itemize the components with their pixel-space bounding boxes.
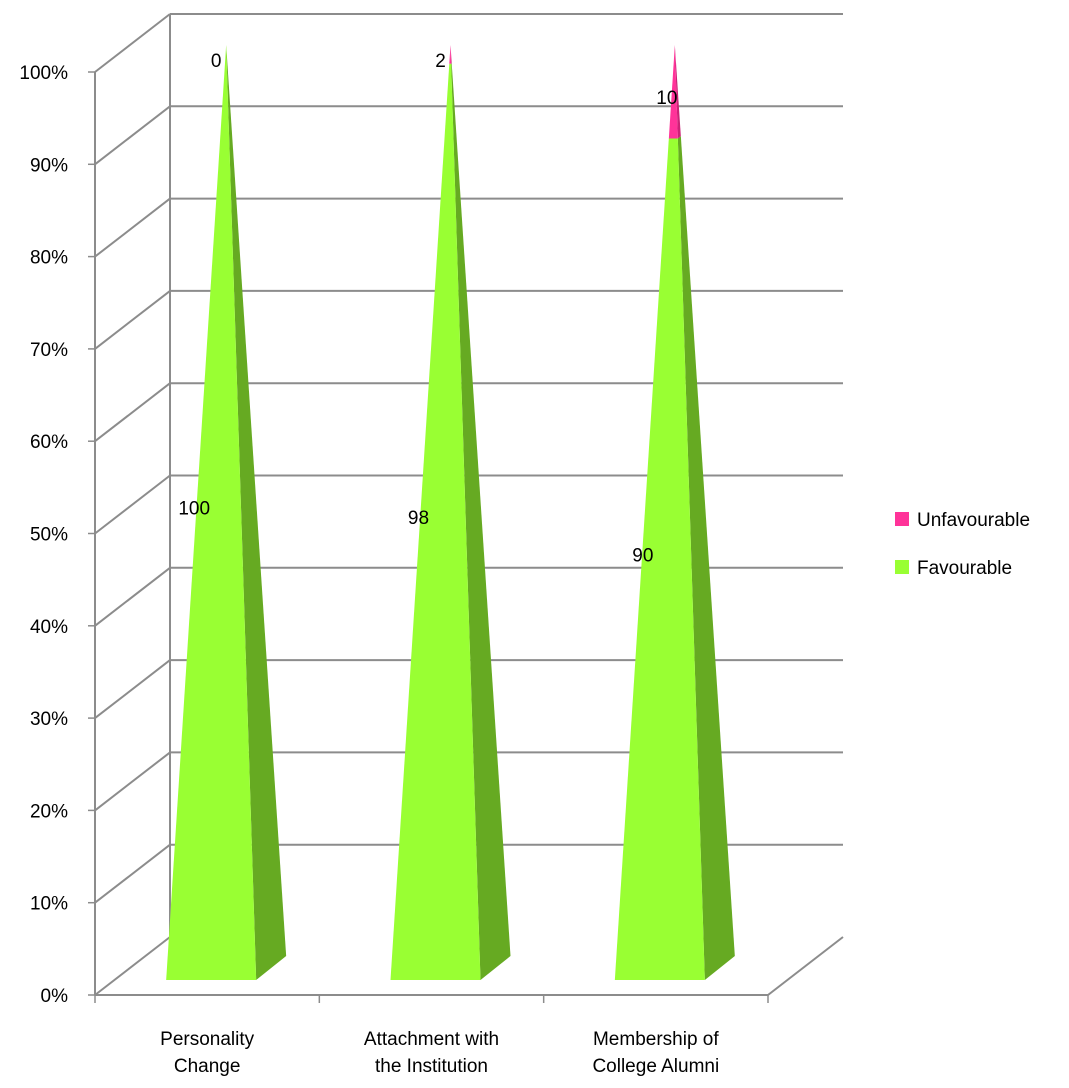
x-category-label: Personality: [160, 1029, 254, 1050]
y-tick-label: 100%: [19, 63, 68, 84]
data-label-favourable: 100: [178, 499, 210, 520]
gridline-diagonal: [94, 474, 171, 535]
gridline-diagonal: [94, 567, 171, 627]
pyramid-front-unfavourable: [449, 45, 452, 64]
y-tick-label: 90%: [30, 155, 68, 176]
pyramid-front-favourable: [390, 63, 481, 980]
gridline-diagonal: [94, 105, 171, 166]
y-tick-label: 10%: [30, 894, 68, 915]
pyramid-side-favourable: [677, 136, 735, 981]
gridline-diagonal: [94, 13, 171, 73]
gridline-diagonal: [94, 659, 171, 719]
y-tick-label: 70%: [30, 340, 68, 361]
x-category-label: the Institution: [375, 1056, 488, 1077]
legend: Unfavourable Favourable: [895, 510, 1030, 579]
gridline-diagonal: [94, 197, 171, 258]
data-label-unfavourable: 0: [211, 51, 222, 72]
data-labels: 100 0 98 2 90 10: [178, 51, 677, 566]
data-label-unfavourable: 2: [435, 51, 446, 72]
floor-right-edge: [767, 936, 844, 996]
y-tick-label: 40%: [30, 617, 68, 638]
pyramid-side-favourable: [226, 45, 287, 980]
y-tick-label: 30%: [30, 709, 68, 730]
legend-swatch-favourable: [895, 560, 909, 574]
gridline-diagonal: [94, 290, 171, 350]
pyramids: [166, 45, 735, 981]
pyramid-front-favourable: [614, 138, 705, 980]
legend-swatch-unfavourable: [895, 512, 909, 526]
pyramid-side-favourable: [451, 63, 511, 981]
x-category-label: Change: [174, 1056, 241, 1077]
legend-label-unfavourable: Unfavourable: [917, 510, 1030, 531]
y-tick-label: 60%: [30, 432, 68, 453]
data-label-favourable: 98: [408, 508, 429, 529]
pyramid-side-unfavourable: [674, 45, 681, 139]
y-tick-label: 80%: [30, 248, 68, 269]
y-tick-label: 50%: [30, 525, 68, 546]
legend-label-favourable: Favourable: [917, 558, 1012, 579]
data-label-unfavourable: 10: [656, 88, 677, 109]
y-tick-label: 0%: [41, 986, 69, 1007]
gridline-diagonal: [94, 751, 171, 812]
gridline-diagonal: [94, 843, 171, 904]
x-category-label: Attachment with: [364, 1029, 499, 1050]
x-category-label: Membership of: [593, 1029, 719, 1050]
gridline-diagonal: [94, 936, 171, 996]
pyramid-front-favourable: [166, 45, 257, 980]
pyramid-front-unfavourable: [668, 45, 678, 139]
data-label-favourable: 90: [632, 545, 653, 566]
gridlines: [94, 13, 843, 996]
y-tick-label: 20%: [30, 801, 68, 822]
axes: 0% 10% 20% 30% 40% 50% 60% 70% 80% 90% 100% Persona…: [19, 63, 844, 1077]
pyramid-side-unfavourable: [450, 45, 452, 64]
gridline-diagonal: [94, 382, 171, 442]
x-category-label: College Alumni: [592, 1056, 719, 1077]
